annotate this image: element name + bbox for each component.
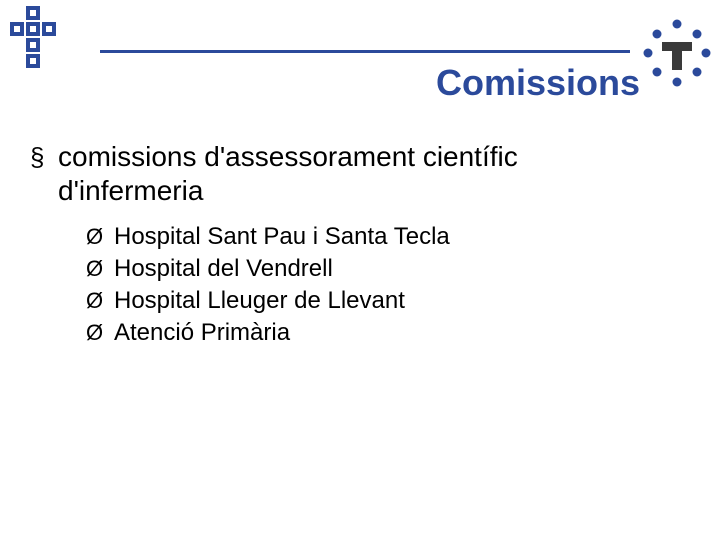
logo-left (4, 4, 64, 81)
bullet-main: § comissions d'assessorament científic d… (30, 140, 670, 208)
tau-dots-logo-icon (642, 18, 712, 88)
sub-item-text: Hospital Sant Pau i Santa Tecla (114, 222, 450, 252)
list-item: Ø Hospital Sant Pau i Santa Tecla (86, 222, 670, 252)
bullet-marker: § (30, 140, 58, 174)
sub-list: Ø Hospital Sant Pau i Santa Tecla Ø Hosp… (86, 222, 670, 348)
bullet-marker: Ø (86, 254, 114, 284)
cross-logo-icon (4, 4, 64, 76)
list-item: Ø Hospital Lleuger de Llevant (86, 286, 670, 316)
content-area: § comissions d'assessorament científic d… (30, 140, 670, 350)
list-item: Ø Atenció Primària (86, 318, 670, 348)
sub-item-text: Hospital Lleuger de Llevant (114, 286, 405, 316)
bullet-marker: Ø (86, 222, 114, 252)
bullet-main-text: comissions d'assessorament científic d'i… (58, 140, 670, 208)
sub-item-text: Atenció Primària (114, 318, 290, 348)
sub-item-text: Hospital del Vendrell (114, 254, 333, 284)
logo-right (642, 18, 712, 93)
bullet-marker: Ø (86, 286, 114, 316)
bullet-marker: Ø (86, 318, 114, 348)
page-title: Comissions (436, 62, 640, 104)
slide: Comissions § comissions d'assessorament … (0, 0, 720, 540)
header-divider (100, 50, 630, 53)
list-item: Ø Hospital del Vendrell (86, 254, 670, 284)
